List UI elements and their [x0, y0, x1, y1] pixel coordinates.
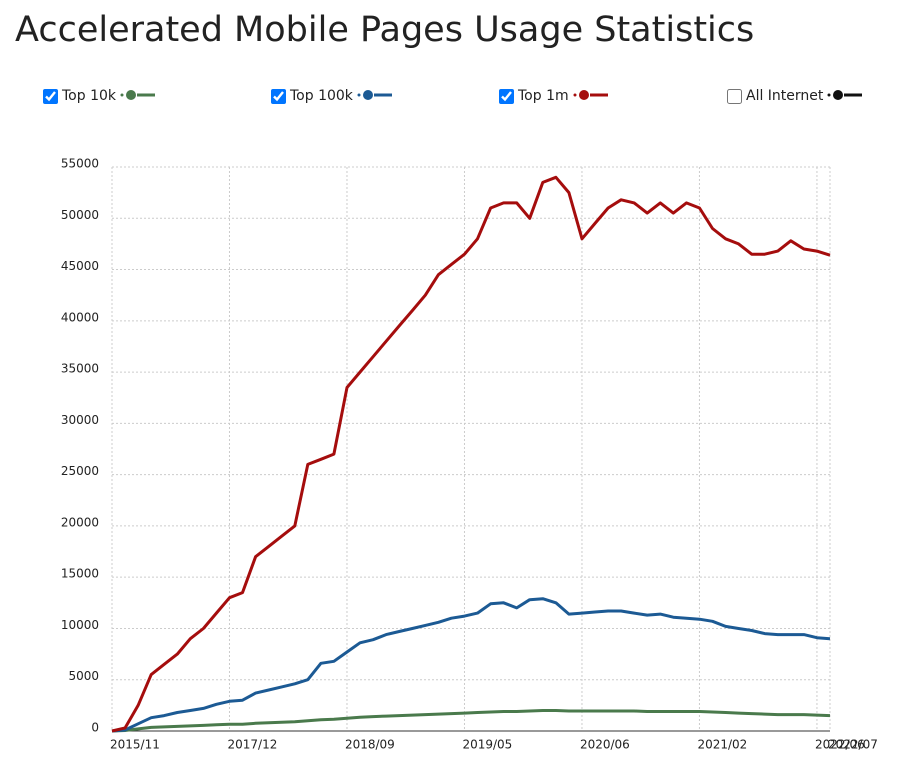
x-tick-label: 2018/09: [345, 738, 395, 752]
legend-swatch: [827, 90, 863, 100]
series-line: [111, 709, 831, 733]
y-tick-label: 40000: [61, 310, 99, 324]
legend-label: Top 10k: [62, 88, 116, 104]
legend-label: Top 1m: [518, 88, 569, 104]
legend-dot: [827, 93, 831, 97]
y-tick-label: 0: [91, 721, 99, 735]
legend-checkbox[interactable]: [271, 88, 286, 104]
legend-item: All Internet: [724, 88, 866, 104]
legend-item: Top 1m: [496, 88, 612, 104]
legend-dot: [357, 93, 361, 97]
legend-dot: [120, 93, 124, 97]
x-tick-label: 2015/11: [110, 738, 160, 752]
legend-label: All Internet: [746, 88, 824, 104]
y-tick-label: 30000: [61, 413, 99, 427]
y-tick-label: 45000: [61, 259, 99, 273]
x-tick-label: 2019/05: [462, 738, 512, 752]
legend-dot: [578, 90, 589, 100]
legend-swatch: [120, 90, 155, 100]
x-tick-label: 2022/07: [828, 738, 878, 752]
chart-title: Accelerated Mobile Pages Usage Statistic…: [15, 10, 755, 50]
x-tick-label: 2021/02: [697, 738, 747, 752]
legend-swatch: [573, 90, 608, 100]
legend: Top 10k Top 100k Top 1m All Internet: [40, 88, 900, 112]
legend-dot: [362, 90, 373, 100]
series-line: [111, 175, 831, 733]
y-tick-label: 55000: [61, 157, 99, 171]
y-tick-label: 5000: [68, 669, 99, 683]
y-tick-label: 20000: [61, 515, 99, 529]
legend-dot: [833, 90, 844, 100]
y-tick-label: 25000: [61, 464, 99, 478]
x-tick-label: 2022/06: [815, 738, 865, 752]
y-tick-label: 15000: [61, 567, 99, 581]
legend-dot: [573, 93, 577, 97]
legend-checkbox[interactable]: [727, 88, 742, 104]
x-tick-label: 2017/12: [227, 738, 277, 752]
legend-item: Top 100k: [268, 88, 396, 104]
series-line: [111, 597, 831, 733]
y-tick-label: 10000: [61, 618, 99, 632]
legend-checkbox[interactable]: [499, 88, 514, 104]
y-tick-label: 50000: [61, 208, 99, 222]
y-tick-label: 35000: [61, 362, 99, 376]
x-tick-label: 2020/06: [580, 738, 630, 752]
legend-label: Top 100k: [290, 88, 353, 104]
legend-dot: [126, 90, 136, 100]
legend-swatch: [357, 90, 392, 100]
legend-item: Top 10k: [40, 88, 159, 104]
legend-checkbox[interactable]: [43, 88, 58, 104]
